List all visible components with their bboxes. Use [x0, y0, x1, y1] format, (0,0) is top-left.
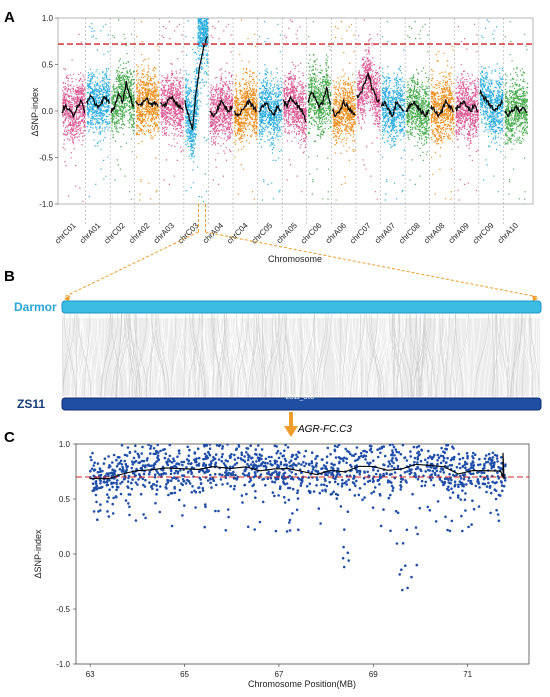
smoothed-line-chrC06	[307, 85, 331, 110]
arrow-head	[284, 426, 298, 437]
x-tick-label: chrC05	[250, 221, 275, 246]
darmor-c03-label: Darmor_C03	[283, 295, 318, 301]
smoothed-line-chrA02	[135, 96, 159, 108]
darmor-c03-bar	[61, 300, 542, 314]
snp-points-chrA02	[135, 21, 160, 204]
x-tick-label: 63	[86, 670, 95, 679]
x-tick-label: 65	[180, 670, 189, 679]
y-tick-label: -1.0	[39, 200, 53, 209]
snp-points-chrA09	[455, 23, 479, 201]
x-tick-label: chrA05	[275, 221, 300, 246]
smoothed-line-chrC04	[233, 97, 258, 118]
x-tick-label: chrA01	[78, 221, 103, 246]
y-tick-label: 0.0	[42, 107, 54, 116]
snp-points-chrC02	[111, 19, 135, 200]
x-tick-label: 71	[463, 670, 472, 679]
smoothed-line-chrA05	[282, 94, 307, 123]
smoothed-line-chrA06	[331, 98, 356, 117]
x-tick-label: 67	[274, 670, 283, 679]
y-tick-label: 1.0	[59, 440, 71, 449]
panel-c-label: C	[4, 429, 15, 446]
down-arrow-icon	[284, 412, 298, 437]
x-tick-label: 69	[369, 670, 378, 679]
x-tick-label: chrA09	[447, 221, 472, 246]
smoothed-line-chrC02	[110, 80, 135, 114]
y-tick-label: -1.0	[56, 660, 70, 669]
zoom-line	[205, 231, 539, 298]
smoothed-line-chrA07	[380, 100, 405, 118]
zs11-c03-label: ZS11_C03	[286, 395, 315, 401]
y-tick-label: -0.5	[39, 154, 53, 163]
arrowhead-icon	[64, 295, 70, 301]
synteny-diagram: Darmor_C03 Darmor ZS11_C03 ZS11 AGR-FC.C…	[14, 295, 542, 437]
smoothed-line-chrA08	[430, 98, 454, 118]
snp-points-chrA04	[209, 21, 234, 185]
smoothed-line-chrC03	[184, 36, 208, 130]
smoothed-line-chrC09	[479, 89, 503, 113]
y-tick-label: -0.5	[56, 605, 70, 614]
x-tick-label: chrA03	[152, 221, 177, 246]
snp-points-chrC04	[234, 19, 258, 204]
smoothed-line-chrA03	[159, 94, 184, 111]
snp-points-chrC06	[307, 21, 332, 204]
y-tick-label: 0.0	[59, 550, 71, 559]
zs11-label: ZS11	[17, 397, 45, 411]
x-tick-label: chrC09	[471, 221, 496, 246]
arrowhead-icon	[532, 295, 538, 301]
panel-a-label: A	[4, 9, 15, 26]
x-tick-label: chrC06	[299, 221, 324, 246]
smoothed-line	[90, 452, 505, 480]
snp-points-chrC08	[406, 21, 430, 185]
chart-a-plot-area	[57, 17, 534, 205]
smoothed-line-chrC08	[405, 100, 430, 118]
x-tick-label: chrC02	[102, 221, 127, 246]
snp-points-chrC07	[357, 19, 381, 200]
chart-c-ylabel: ΔSNP-index	[33, 529, 43, 579]
snp-points-chrA03	[160, 21, 185, 185]
x-tick-label: chrA07	[373, 221, 398, 246]
snp-points-chrA10	[504, 21, 529, 204]
snp-points-chrA08	[430, 45, 455, 204]
smoothed-line-chrA09	[454, 100, 479, 113]
smoothed-line-chrA01	[86, 93, 110, 110]
manhattan-chart: -1.0-0.50.00.51.0 chrC01 chrA01 chrC02 chrA…	[30, 14, 534, 264]
snp-points-chrC01	[62, 33, 86, 202]
x-tick-label: chrC04	[225, 221, 250, 246]
x-tick-label: chrA10	[496, 221, 521, 246]
x-tick-label: chrA06	[324, 221, 349, 246]
panel-b-label: B	[4, 268, 15, 285]
smoothed-line-chrC05	[258, 102, 282, 117]
x-tick-label: chrA02	[127, 221, 152, 246]
snp-points-chrA01	[86, 23, 111, 198]
x-tick-label: chrA08	[422, 221, 447, 246]
x-tick-label: chrC03	[176, 221, 201, 246]
arrow-shaft	[289, 412, 293, 428]
smoothed-line-chrA04	[209, 99, 233, 118]
darmor-label: Darmor	[14, 300, 57, 314]
y-tick-label: 0.5	[59, 495, 71, 504]
x-tick-label: chrC08	[397, 221, 422, 246]
x-tick-label: chrC01	[53, 221, 78, 246]
x-tick-label: chrC07	[348, 221, 373, 246]
y-tick-label: 0.5	[42, 61, 54, 70]
zs11-c03-bar	[61, 397, 542, 411]
zoom-connectors	[63, 204, 539, 301]
snp-points-chrC03	[184, 18, 209, 203]
y-tick-label: 1.0	[42, 14, 54, 23]
region-label: AGR-FC.C3	[297, 424, 352, 435]
chart-c-xlabel: Chromosome Position(MB)	[248, 679, 356, 689]
smoothed-line-chrA10	[504, 104, 528, 118]
chart-a-ylabel: ΔSNP-index	[30, 87, 40, 137]
region-scatter-chart: -1.0-0.50.00.51.0 63 65 67 69 71 ΔSNP-index …	[33, 440, 530, 689]
synteny-links	[62, 313, 540, 398]
snp-points-chrA06	[332, 21, 357, 201]
smoothed-line-chrC01	[61, 98, 86, 118]
chart-a-xlabel: Chromosome	[268, 254, 322, 264]
smoothed-line-chrC07	[356, 72, 381, 103]
